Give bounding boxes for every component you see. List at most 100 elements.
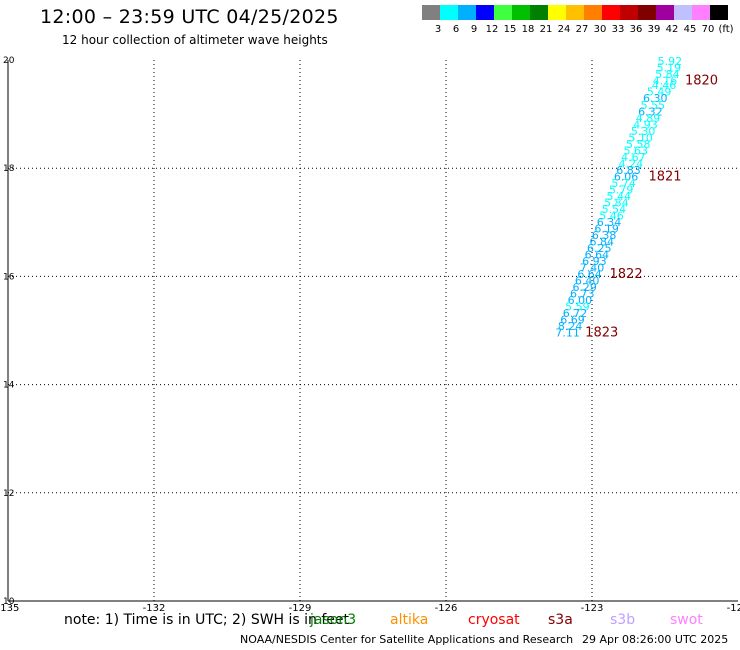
wave-height-point: 5.59 <box>565 300 590 313</box>
colorbar-tick-label: 45 <box>684 24 697 35</box>
color-scale-legend: 3 6 9 12 15 18 21 24 27 30 33 36 39 42 45 70 (ft) <box>422 5 734 35</box>
wave-height-point: 6.34 <box>597 216 622 229</box>
page-subtitle: 12 hour collection of altimeter wave hei… <box>62 33 328 47</box>
colorbar-tick-label: 42 <box>666 24 679 35</box>
pass-number-label: 1821 <box>648 170 681 185</box>
y-tick-label: 20 <box>3 56 15 66</box>
wave-height-point: 5.79 <box>609 184 634 197</box>
colorbar-tick-label: 33 <box>612 24 625 35</box>
wave-height-point: 4.24 <box>619 158 644 171</box>
wave-height-point: 5.46 <box>599 210 624 223</box>
wave-height-point: 6.32 <box>638 106 663 119</box>
wave-height-point: 4.89 <box>636 112 661 125</box>
y-tick-label: 10 <box>3 597 15 607</box>
colorbar-tick-label: 24 <box>558 24 571 35</box>
wave-height-point: 6.30 <box>643 92 668 105</box>
x-tick-label: -126 <box>435 603 458 612</box>
colorbar-swatch <box>584 5 602 20</box>
wave-height-point: 5.84 <box>655 68 680 81</box>
colorbar-tick-label: 15 <box>504 24 517 35</box>
wave-height-point: 6.93 <box>582 255 607 268</box>
satellite-legend-s3b: s3b <box>610 612 636 628</box>
satellite-legend-jason3: jason3 <box>310 612 357 628</box>
colorbar-tick-label: (ft) <box>718 24 733 35</box>
colorbar-tick-label: 70 <box>702 24 715 35</box>
colorbar-swatch <box>458 5 476 20</box>
colorbar-tick-label: 30 <box>594 24 607 35</box>
units-note: note: 1) Time is in UTC; 2) SWH is in fe… <box>64 612 350 628</box>
wave-height-point: 6.40 <box>575 275 600 288</box>
colorbar-swatch <box>656 5 674 20</box>
colorbar-swatch <box>530 5 548 20</box>
timestamp-text: 29 Apr 08:26:00 UTC 2025 <box>582 633 729 646</box>
wave-height-point: 5.10 <box>628 132 653 145</box>
wave-height-point: 6.69 <box>560 313 585 326</box>
wave-height-point: 5.44 <box>607 190 632 203</box>
colorbar-swatch <box>512 5 530 20</box>
colorbar-swatch <box>440 5 458 20</box>
pass-number-label: 1823 <box>585 325 618 340</box>
wave-height-point: 5.54 <box>602 203 627 216</box>
colorbar-swatch <box>476 5 494 20</box>
y-tick-label: 12 <box>3 489 14 499</box>
wave-height-point: 4.16 <box>653 74 678 87</box>
wave-height-point: 7.40 <box>580 262 605 275</box>
colorbar-swatch <box>494 5 512 20</box>
wave-height-point: 4.67 <box>621 151 646 164</box>
pass-number-label: 1822 <box>610 267 643 282</box>
x-tick-label: -135 <box>0 603 19 612</box>
satellite-legend-swot: swot <box>670 612 703 628</box>
satellite-legend-altika: altika <box>390 612 429 628</box>
wave-height-chart: -135 -132 -129 -126 -123 -120 20 18 16 14 12 10 5.92… <box>0 55 740 612</box>
colorbar-swatch <box>602 5 620 20</box>
wave-height-point: 5.19 <box>657 61 682 74</box>
colorbar-tick-label: 21 <box>540 24 553 35</box>
wave-height-point: 5.55 <box>641 99 666 112</box>
wave-height-point: 4.46 <box>652 79 677 92</box>
colorbar-tick-label: 6 <box>453 24 459 35</box>
page-title: 12:00 – 23:59 UTC 04/25/2025 <box>40 6 339 28</box>
wave-height-point: 6.06 <box>614 171 639 184</box>
wave-height-point: 6.64 <box>585 249 610 262</box>
wave-height-point: 5.63 <box>624 145 649 158</box>
colorbar-tick-label: 9 <box>471 24 477 35</box>
wave-height-point: 6.25 <box>587 242 612 255</box>
x-tick-label: -129 <box>289 603 312 612</box>
satellite-legend-cryosat: cryosat <box>468 612 520 628</box>
y-tick-label: 14 <box>3 381 15 391</box>
y-tick-label: 16 <box>3 272 15 282</box>
wave-height-point: 6.64 <box>577 268 602 281</box>
wave-height-point: 6.00 <box>568 294 593 307</box>
colorbar-tick-label: 39 <box>648 24 661 35</box>
wave-height-point: 5.58 <box>626 138 651 151</box>
satellite-legend-s3a: s3a <box>548 612 573 628</box>
wave-height-point: 6.73 <box>570 287 595 300</box>
y-tick-label: 18 <box>3 164 15 174</box>
wave-height-point: 6.72 <box>563 307 588 320</box>
wave-height-point: 5.49 <box>647 86 672 99</box>
wave-height-point: 7.11 <box>555 326 580 339</box>
wave-height-point: 6.19 <box>594 223 619 236</box>
wave-height-point: 6.29 <box>572 281 597 294</box>
wave-height-point: 5.92 <box>658 55 683 68</box>
x-tick-label: -123 <box>581 603 604 612</box>
colorbar-swatch <box>674 5 692 20</box>
x-tick-label: -132 <box>143 603 166 612</box>
colorbar-swatch <box>548 5 566 20</box>
colorbar-tick-label: 18 <box>522 24 535 35</box>
colorbar-tick-label: 36 <box>630 24 643 35</box>
wave-height-point: 6.83 <box>616 164 641 177</box>
colorbar-swatch <box>692 5 710 20</box>
credit-text: NOAA/NESDIS Center for Satellite Applica… <box>240 633 574 646</box>
wave-height-point: 6.38 <box>592 229 617 242</box>
colorbar-swatch <box>422 5 440 20</box>
wave-height-point: 5.30 <box>631 125 656 138</box>
wave-height-point: 8.24 <box>558 320 583 333</box>
pass-number-label: 1820 <box>685 73 718 88</box>
wave-height-point: 5.74 <box>611 177 636 190</box>
colorbar-tick-label: 27 <box>576 24 589 35</box>
colorbar-tick-label: 12 <box>486 24 499 35</box>
x-tick-label: -120 <box>727 603 740 612</box>
colorbar-swatch <box>638 5 656 20</box>
colorbar-swatch <box>710 5 728 20</box>
